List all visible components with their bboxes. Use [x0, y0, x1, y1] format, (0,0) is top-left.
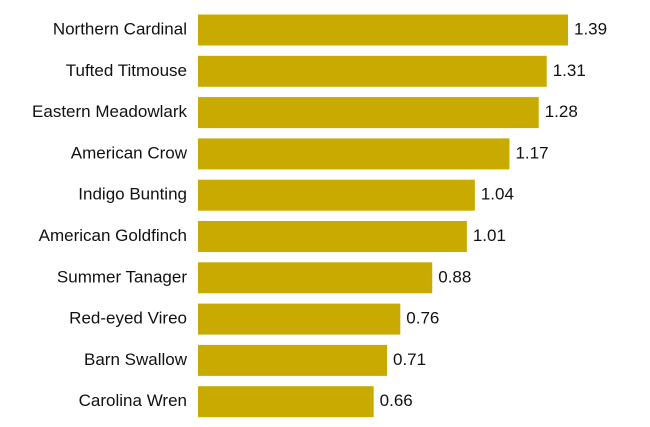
bar — [198, 55, 547, 87]
data-label: 1.04 — [481, 185, 514, 204]
data-label: 1.28 — [545, 102, 578, 121]
bar — [198, 14, 568, 46]
bar — [198, 179, 475, 211]
bar — [198, 97, 539, 129]
y-tick-label: Northern Cardinal — [53, 19, 187, 38]
bar — [198, 221, 467, 252]
data-label: 0.66 — [380, 391, 413, 410]
data-label: 1.31 — [553, 61, 586, 80]
bar — [198, 138, 510, 170]
data-label: 0.88 — [438, 267, 471, 286]
data-label: 0.71 — [393, 350, 426, 369]
y-tick-label: Eastern Meadowlark — [32, 102, 187, 121]
y-tick-label: Tufted Titmouse — [66, 61, 187, 80]
data-label: 1.17 — [515, 143, 548, 162]
data-label: 1.39 — [574, 19, 607, 38]
bar — [198, 303, 401, 335]
y-tick-label: Indigo Bunting — [78, 185, 187, 204]
y-tick-label: Barn Swallow — [84, 350, 188, 369]
bar — [198, 386, 374, 418]
data-label: 1.01 — [473, 226, 506, 245]
y-tick-label: Red-eyed Vireo — [69, 309, 187, 328]
y-tick-label: Carolina Wren — [79, 391, 187, 410]
y-tick-label: Summer Tanager — [57, 267, 187, 286]
bar — [198, 262, 433, 294]
data-label: 0.76 — [406, 309, 439, 328]
bar — [198, 344, 387, 376]
y-tick-label: American Crow — [71, 143, 188, 162]
y-tick-label: American Goldfinch — [39, 226, 187, 245]
